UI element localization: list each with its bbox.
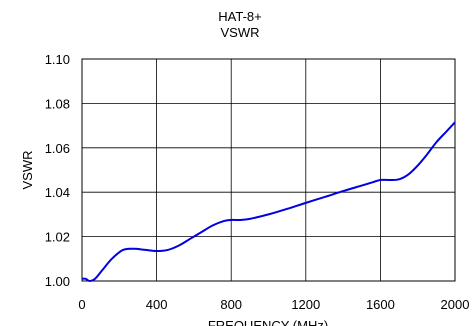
y-tick-label: 1.06 [45, 141, 70, 156]
x-tick-label: 2000 [441, 297, 470, 312]
x-tick-label: 400 [146, 297, 168, 312]
grid [82, 59, 455, 281]
y-tick-label: 1.08 [45, 96, 70, 111]
y-tick-label: 1.02 [45, 230, 70, 245]
series-line-vswr [81, 121, 456, 283]
x-tick-label: 800 [220, 297, 242, 312]
y-axis-label: VSWR [20, 151, 35, 190]
x-tick-label: 1600 [366, 297, 395, 312]
y-tick-label: 1.04 [45, 185, 70, 200]
y-tick-label: 1.00 [45, 274, 70, 289]
plot-frame [81, 58, 456, 282]
y-tick-labels: 1.00 1.02 1.04 1.06 1.08 1.10 [45, 52, 70, 289]
x-tick-label: 1200 [291, 297, 320, 312]
chart-subtitle: VSWR [221, 25, 260, 40]
x-axis-label: FREQUENCY (MHz) [208, 318, 328, 326]
x-tick-labels: 0 400 800 1200 1600 2000 [78, 297, 469, 312]
x-tick-label: 0 [78, 297, 85, 312]
chart-title: HAT-8+ [218, 9, 261, 24]
y-tick-label: 1.10 [45, 52, 70, 67]
